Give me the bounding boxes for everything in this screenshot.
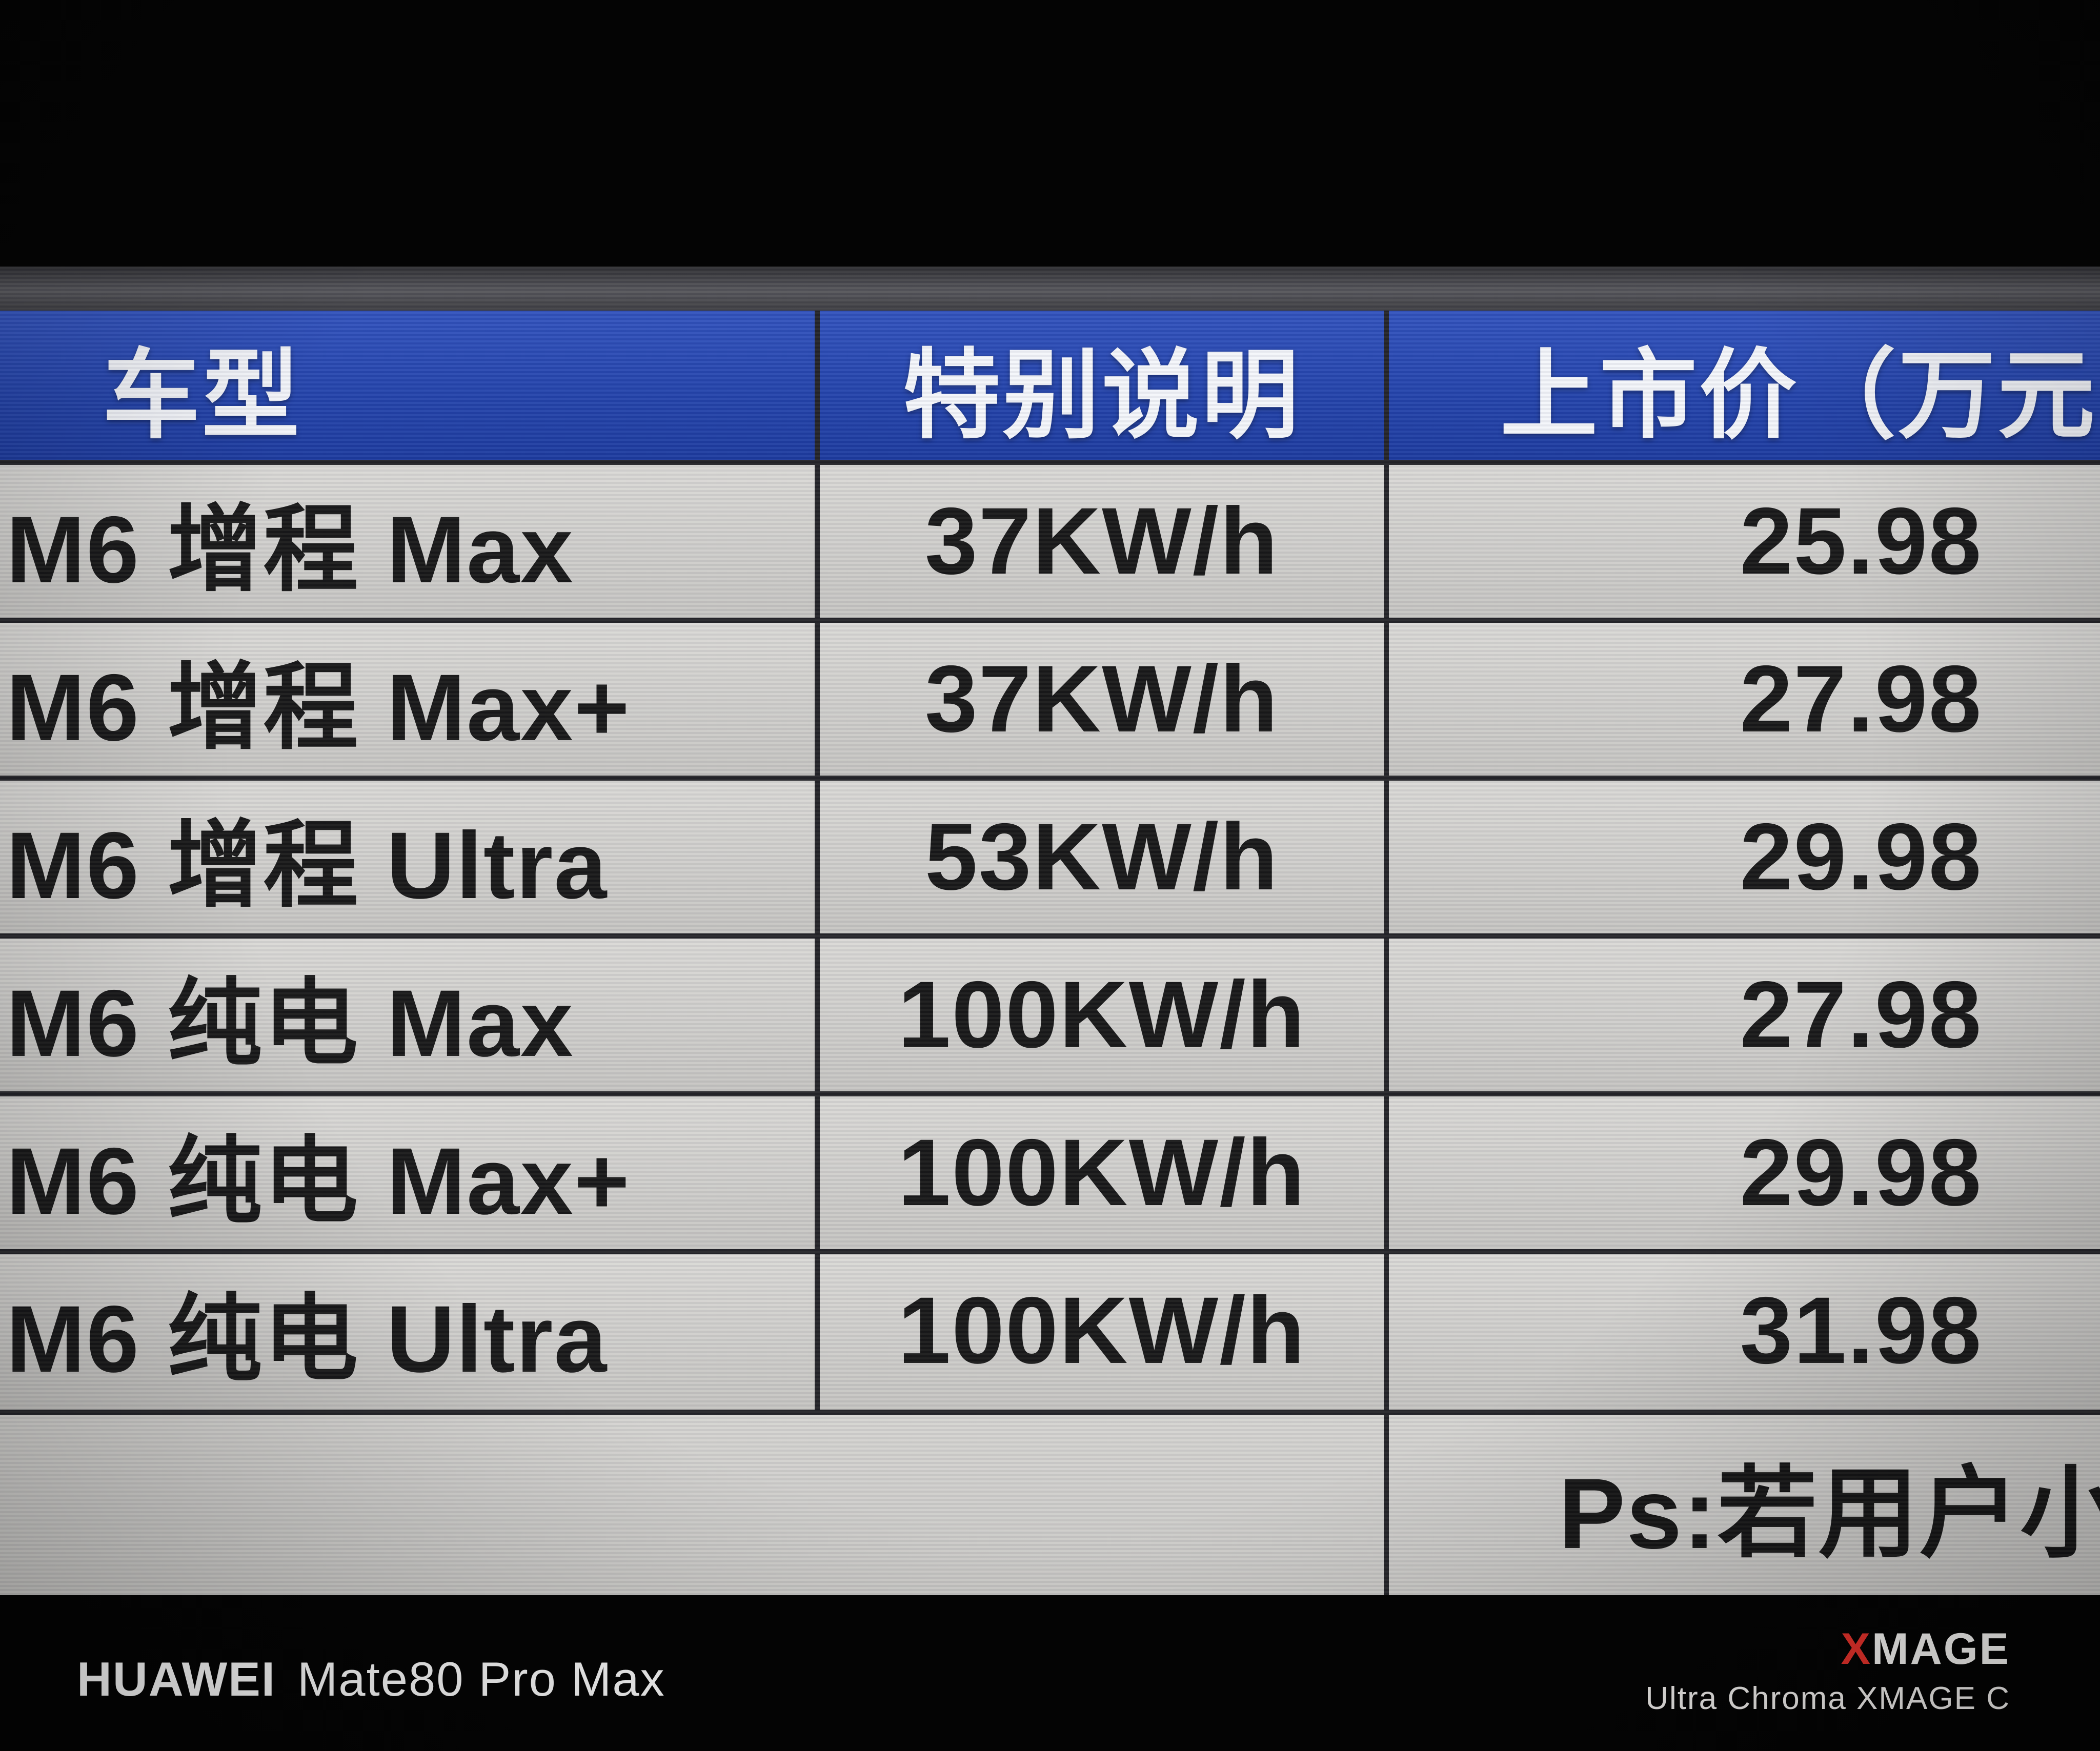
footnote-text: Ps:若用户小	[1559, 1458, 2100, 1570]
model-cell: M6 增程 Max	[6, 497, 574, 603]
table-row: M6 纯电 Max 100KW/h 27.98	[0, 936, 2100, 1094]
price-cell: 27.98	[1740, 646, 1983, 752]
grid-line	[0, 1249, 2100, 1254]
grid-line-vertical	[815, 311, 820, 1415]
grid-line-vertical	[1384, 311, 1389, 1595]
header-spec: 特别说明	[902, 341, 1301, 450]
grid-line	[0, 776, 2100, 781]
model-cell: M6 纯电 Max+	[6, 1129, 631, 1234]
grid-line	[0, 933, 2100, 939]
spec-cell: 37KW/h	[924, 488, 1279, 594]
spec-cell: 100KW/h	[898, 962, 1306, 1068]
price-cell: 29.98	[1740, 1120, 1983, 1226]
spec-cell: 53KW/h	[924, 804, 1279, 910]
table-row: M6 增程 Max+ 37KW/h 27.98	[0, 620, 2100, 778]
xmage-logo: XMAGE	[1841, 1624, 2010, 1675]
grid-line	[0, 460, 2100, 465]
table-row: M6 增程 Max 37KW/h 25.98	[0, 462, 2100, 620]
model-cell: M6 增程 Max+	[6, 655, 631, 761]
table-row: M6 纯电 Ultra 100KW/h 31.98	[0, 1252, 2100, 1410]
grid-line	[0, 1410, 2100, 1415]
device-brand: HUAWEI	[77, 1652, 276, 1706]
spec-cell: 100KW/h	[898, 1278, 1306, 1383]
table-row: M6 增程 Ultra 53KW/h 29.98	[0, 778, 2100, 936]
price-cell: 27.98	[1740, 962, 1983, 1068]
header-price: 上市价（万元	[1500, 341, 2097, 450]
grid-line	[0, 618, 2100, 623]
price-cell: 25.98	[1740, 488, 1983, 594]
model-cell: M6 增程 Ultra	[6, 813, 608, 919]
price-cell: 31.98	[1740, 1278, 1983, 1383]
xmage-subtitle: Ultra Chroma XMAGE C	[1645, 1681, 2010, 1716]
table-header-row: 车型 特别说明 上市价（万元	[0, 311, 2100, 462]
screen-top-bezel	[0, 267, 2100, 311]
table-footnote-row: Ps:若用户小	[0, 1415, 2100, 1595]
projector-screen: 车型 特别说明 上市价（万元 M6 增程 Max 37KW/h 25.98 M6…	[0, 267, 2100, 1595]
model-cell: M6 纯电 Ultra	[6, 1287, 608, 1392]
spec-cell: 100KW/h	[898, 1120, 1306, 1226]
spec-cell: 37KW/h	[924, 646, 1279, 752]
device-watermark: HUAWEI Mate80 Pro Max	[77, 1652, 665, 1707]
model-cell: M6 纯电 Max	[6, 971, 574, 1076]
device-model: Mate80 Pro Max	[297, 1652, 665, 1706]
grid-line	[0, 1091, 2100, 1096]
table-row: M6 纯电 Max+ 100KW/h 29.98	[0, 1094, 2100, 1252]
header-model: 车型	[103, 341, 302, 450]
price-cell: 29.98	[1740, 804, 1983, 910]
xmage-wordmark: MAGE	[1872, 1624, 2010, 1674]
xmage-x-icon: X	[1841, 1624, 1872, 1674]
